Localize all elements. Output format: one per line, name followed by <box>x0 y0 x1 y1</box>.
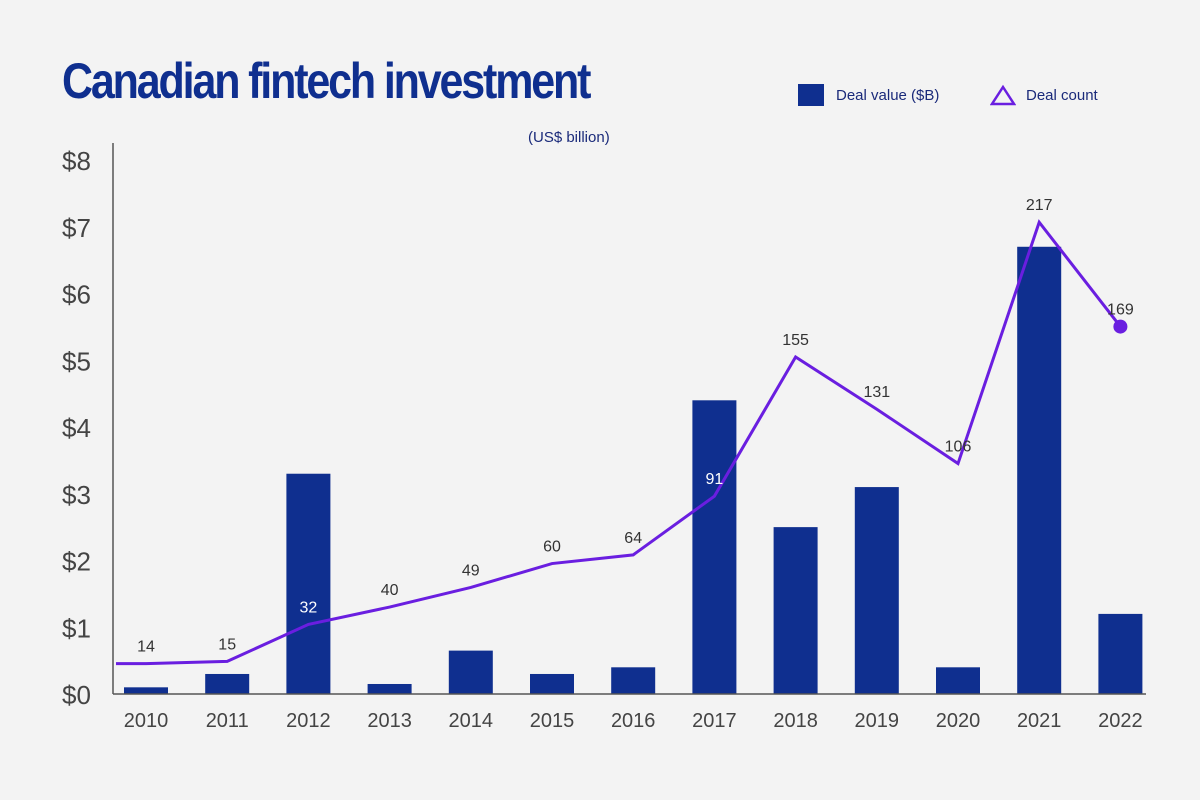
deal-count-label: 169 <box>1107 302 1134 319</box>
x-tick-label: 2022 <box>1098 710 1143 732</box>
y-tick-label: $7 <box>62 213 91 243</box>
bar-2011 <box>205 673 250 694</box>
deal-count-end-marker <box>1113 319 1128 334</box>
x-tick-label: 2020 <box>936 710 981 732</box>
x-tick-label: 2013 <box>367 710 412 732</box>
y-tick-label: $0 <box>62 680 91 710</box>
x-tick-label: 2011 <box>206 710 249 732</box>
y-tick-label: $5 <box>62 346 91 376</box>
legend-line-label: Deal count <box>1026 86 1098 104</box>
deal-count-label: 40 <box>381 582 399 599</box>
y-tick-label: $8 <box>62 146 91 176</box>
deal-count-label: 32 <box>300 599 318 616</box>
bar-2018 <box>773 527 818 694</box>
bars <box>124 246 1143 694</box>
legend-bar-swatch <box>798 84 824 106</box>
chart-title: Canadian fintech investment <box>62 53 592 109</box>
deal-count-label: 14 <box>137 639 155 656</box>
deal-count-label: 15 <box>218 636 236 653</box>
bar-2021 <box>1017 246 1062 694</box>
y-tick-label: $2 <box>62 547 91 577</box>
y-tick-label: $6 <box>62 280 91 310</box>
deal-count-polyline <box>116 219 1122 666</box>
x-tick-label: 2015 <box>530 710 575 732</box>
x-tick-label: 2014 <box>449 710 494 732</box>
deal-count-label: 217 <box>1026 197 1053 214</box>
bar-2017 <box>692 400 737 694</box>
bar-2010 <box>124 687 168 694</box>
x-tick-label: 2018 <box>773 710 818 732</box>
deal-count-label: 64 <box>624 530 642 547</box>
chart-subtitle: (US$ billion) <box>528 129 610 146</box>
deal-count-label: 49 <box>462 562 480 579</box>
y-tick-label: $3 <box>62 480 91 510</box>
bar-2019 <box>854 487 899 694</box>
x-tick-label: 2012 <box>286 710 331 732</box>
bar-2020 <box>936 667 980 694</box>
bar-2016 <box>611 667 656 694</box>
deal-count-label: 91 <box>706 471 724 488</box>
y-tick-label: $4 <box>62 413 91 443</box>
bar-2015 <box>530 673 574 694</box>
legend-triangle-icon <box>990 84 1016 106</box>
bar-2022 <box>1098 613 1143 694</box>
legend-item-deal-value: Deal value ($B) <box>798 84 939 106</box>
bar-2012 <box>286 473 331 694</box>
x-tick-label: 2021 <box>1017 710 1062 732</box>
x-axis: 2010 2011 2012 2013 2014 2015 2016 2017 2018 2019… <box>113 693 1146 732</box>
y-axis: $0 $1 $2 $3 $4 $5 $6 $7 $8 <box>62 143 114 710</box>
y-tick-label: $1 <box>62 613 91 643</box>
x-tick-label: 2017 <box>692 710 737 732</box>
deal-count-label: 106 <box>945 439 972 456</box>
x-tick-label: 2016 <box>611 710 656 732</box>
deal-count-labels: 14 15 32 40 49 60 64 91 155 131 106 217 169 <box>137 197 1134 655</box>
legend-item-deal-count: Deal count <box>990 84 1098 106</box>
legend-bar-label: Deal value ($B) <box>836 86 940 104</box>
deal-count-line <box>116 219 1128 666</box>
deal-count-label: 131 <box>863 384 890 401</box>
deal-count-label: 60 <box>543 539 561 556</box>
x-tick-label: 2010 <box>124 710 169 732</box>
x-tick-label: 2019 <box>855 710 900 732</box>
bar-2014 <box>448 650 493 694</box>
bar-2013 <box>367 683 412 694</box>
deal-count-label: 155 <box>782 332 809 349</box>
